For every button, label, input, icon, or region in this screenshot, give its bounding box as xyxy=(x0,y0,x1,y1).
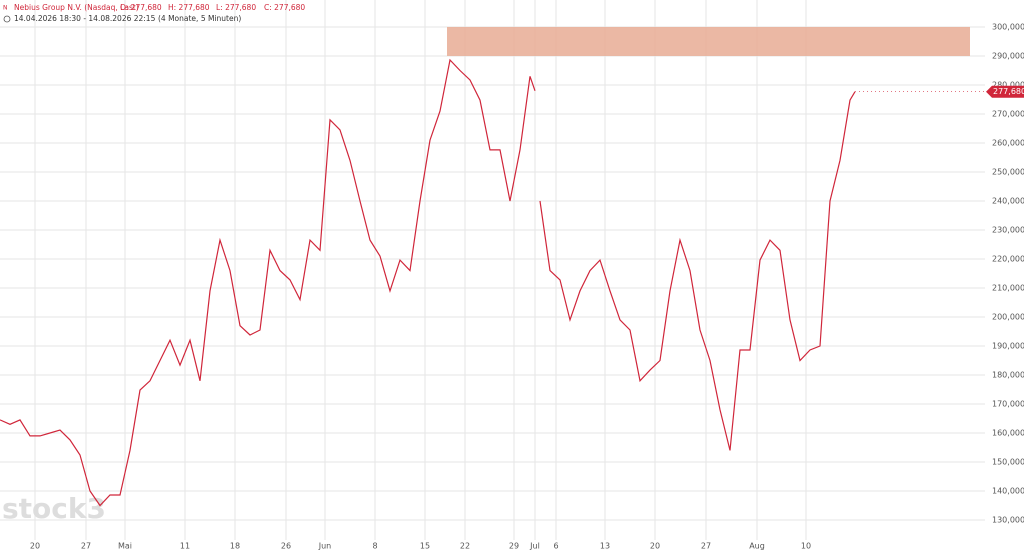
watermark: stock3 xyxy=(2,492,106,525)
x-tick-label: 15 xyxy=(420,542,430,551)
x-tick-label: Jul xyxy=(529,542,540,551)
subtitle: 14.04.2026 18:30 - 14.08.2026 22:15 xyxy=(14,14,156,23)
y-tick-label: 300,000 xyxy=(992,22,1024,31)
x-tick-label: Jun xyxy=(318,542,332,551)
x-tick-label: 11 xyxy=(180,542,190,551)
x-tick-label: 6 xyxy=(553,542,558,551)
y-tick-label: 240,000 xyxy=(992,196,1024,205)
y-tick-label: 140,000 xyxy=(992,486,1024,495)
x-tick-label: 13 xyxy=(600,542,610,551)
x-tick-label: 8 xyxy=(372,542,377,551)
y-tick-label: 270,000 xyxy=(992,109,1024,118)
y-tick-label: 130,000 xyxy=(992,515,1024,524)
y-tick-label: 290,000 xyxy=(992,51,1024,60)
ohlc-field: C: 277,680 xyxy=(264,3,305,12)
x-tick-label: 18 xyxy=(230,542,240,551)
x-tick-label: 27 xyxy=(701,542,711,551)
y-tick-label: 280,000 xyxy=(992,80,1024,89)
y-tick-label: 230,000 xyxy=(992,225,1024,234)
x-tick-label: Aug xyxy=(749,542,765,551)
period: (4 Monate, 5 Minuten) xyxy=(158,14,241,23)
x-tick-label: Mai xyxy=(118,542,132,551)
y-tick-label: 160,000 xyxy=(992,428,1024,437)
last-price-tag xyxy=(986,85,1024,98)
clock-icon xyxy=(3,15,11,23)
ohlc-field: O: 277,680 xyxy=(120,3,162,12)
y-tick-label: 150,000 xyxy=(992,457,1024,466)
ohlc-field: H: 277,680 xyxy=(168,3,210,12)
y-tick-label: 200,000 xyxy=(992,312,1024,321)
ohlc-field: L: 277,680 xyxy=(216,3,256,12)
x-tick-label: 26 xyxy=(281,542,291,551)
y-tick-label: 180,000 xyxy=(992,370,1024,379)
price-line xyxy=(0,58,856,507)
y-tick-label: 170,000 xyxy=(992,399,1024,408)
x-tick-label: 10 xyxy=(801,542,811,551)
resistance-zone xyxy=(447,26,970,56)
chart-title: Nebius Group N.V. (Nasdaq, Last) xyxy=(14,3,139,12)
y-tick-label: 220,000 xyxy=(992,254,1024,263)
x-tick-label: 29 xyxy=(509,542,519,551)
y-tick-label: 210,000 xyxy=(992,283,1024,292)
y-tick-label: 250,000 xyxy=(992,167,1024,176)
last-price-label: 277,680 xyxy=(993,87,1024,96)
x-tick-label: 20 xyxy=(650,542,660,551)
x-tick-label: 22 xyxy=(460,542,470,551)
logo-mark: N xyxy=(3,5,8,12)
x-tick-label: 20 xyxy=(30,542,40,551)
y-tick-label: 260,000 xyxy=(992,138,1024,147)
y-tick-label: 190,000 xyxy=(992,341,1024,350)
plot-background: stock3 xyxy=(0,0,985,540)
x-tick-label: 27 xyxy=(81,542,91,551)
